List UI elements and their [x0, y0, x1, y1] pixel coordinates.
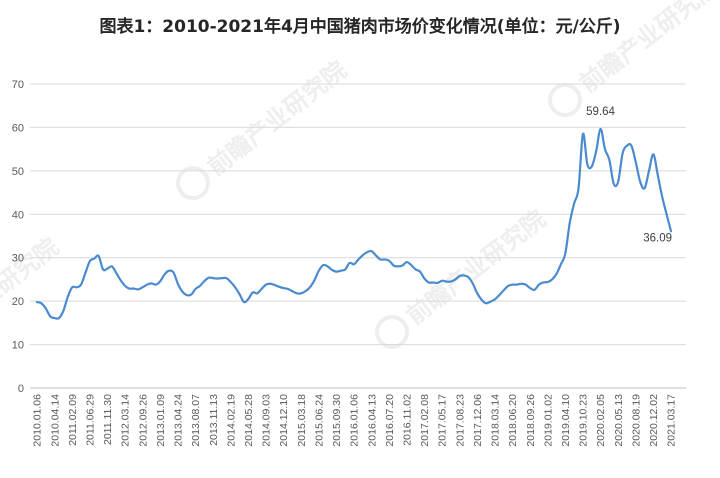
watermark-text: 前瞻产业研究院	[202, 56, 352, 181]
x-tick-label: 2014.05.28	[243, 394, 255, 447]
x-tick-label: 2020.02.05	[595, 394, 607, 447]
watermarks: 前瞻产业研究院 前瞻产业研究院 前瞻产业研究院 前瞻产业研究院	[0, 0, 720, 358]
x-tick-label: 2014.09.03	[261, 394, 273, 447]
x-tick-label: 2019.04.10	[560, 394, 572, 447]
watermark-text: 前瞻产业研究院	[0, 233, 64, 358]
x-tick-label: 2020.12.02	[648, 394, 660, 447]
x-tick-label: 2019.10.23	[578, 394, 590, 447]
x-tick-label: 2017.02.08	[419, 394, 431, 447]
x-tick-label: 2019.01.02	[542, 394, 554, 447]
x-tick-label: 2011.02.09	[67, 394, 79, 446]
series	[35, 127, 673, 320]
y-tick-label: 20	[12, 296, 24, 308]
data-labels: 59.64 36.09	[586, 106, 672, 244]
y-tick-label: 10	[12, 340, 24, 352]
x-tick-label: 2016.01.06	[349, 394, 361, 447]
data-label: 59.64	[586, 106, 615, 118]
x-tick-label: 2014.12.10	[278, 394, 290, 447]
x-tick-label: 2010.04.14	[49, 394, 61, 447]
x-tick-label: 2011.11.30	[102, 394, 114, 445]
watermark: 前瞻产业研究院	[176, 56, 352, 200]
watermark-logo-icon	[375, 315, 409, 349]
x-tick-label: 2018.03.14	[490, 394, 502, 447]
x-tick-label: 2021.03.17	[666, 394, 678, 447]
x-tick-label: 2013.11.13	[208, 394, 220, 446]
x-tick-label: 2016.11.02	[402, 394, 414, 446]
x-tick-label: 2014.02.19	[225, 394, 237, 447]
x-tick-label: 2013.08.07	[190, 394, 202, 447]
x-tick-label: 2013.04.24	[173, 394, 185, 447]
x-tick-label: 2015.06.24	[313, 394, 325, 447]
y-tick-label: 30	[12, 253, 24, 265]
x-tick-label: 2016.04.13	[366, 394, 378, 447]
x-tick-label: 2020.08.19	[630, 394, 642, 447]
x-tick-label: 2012.03.14	[120, 394, 132, 447]
series-line	[35, 127, 673, 320]
y-axis-labels: 0 10 20 30 40 50 60 70	[12, 79, 24, 395]
x-tick-label: 2015.09.30	[331, 394, 343, 447]
watermark: 前瞻产业研究院	[375, 205, 551, 349]
gridlines	[30, 83, 686, 389]
watermark: 前瞻产业研究院	[0, 233, 64, 358]
watermark-logo-icon	[176, 166, 210, 200]
chart-title: 图表1：2010-2021年4月中国猪肉市场价变化情况(单位：元/公斤)	[99, 17, 621, 37]
x-axis-labels: 2010.01.06 2010.04.14 2011.02.09 2011.06.29…	[32, 394, 678, 447]
watermark-text: 前瞻产业研究院	[401, 205, 551, 330]
y-tick-label: 60	[12, 122, 24, 134]
watermark-logo-icon	[548, 83, 582, 117]
data-label: 36.09	[643, 232, 672, 244]
x-tick-label: 2018.09.26	[525, 394, 537, 447]
x-tick-label: 2011.06.29	[85, 394, 97, 446]
y-tick-label: 40	[12, 209, 24, 221]
x-tick-label: 2018.06.20	[507, 394, 519, 447]
y-tick-label: 0	[18, 383, 24, 395]
x-tick-label: 2017.12.06	[472, 394, 484, 447]
x-tick-label: 2017.08.23	[454, 394, 466, 447]
x-tick-label: 2016.07.20	[384, 394, 396, 447]
x-tick-label: 2010.01.06	[32, 394, 44, 447]
x-tick-label: 2015.03.18	[296, 394, 308, 447]
x-tick-label: 2020.05.13	[613, 394, 625, 447]
x-tick-label: 2012.09.26	[137, 394, 149, 447]
y-tick-label: 50	[12, 166, 24, 178]
x-tick-label: 2017.05.17	[437, 394, 449, 447]
y-tick-label: 70	[12, 79, 24, 91]
x-tick-label: 2013.01.09	[155, 394, 167, 447]
